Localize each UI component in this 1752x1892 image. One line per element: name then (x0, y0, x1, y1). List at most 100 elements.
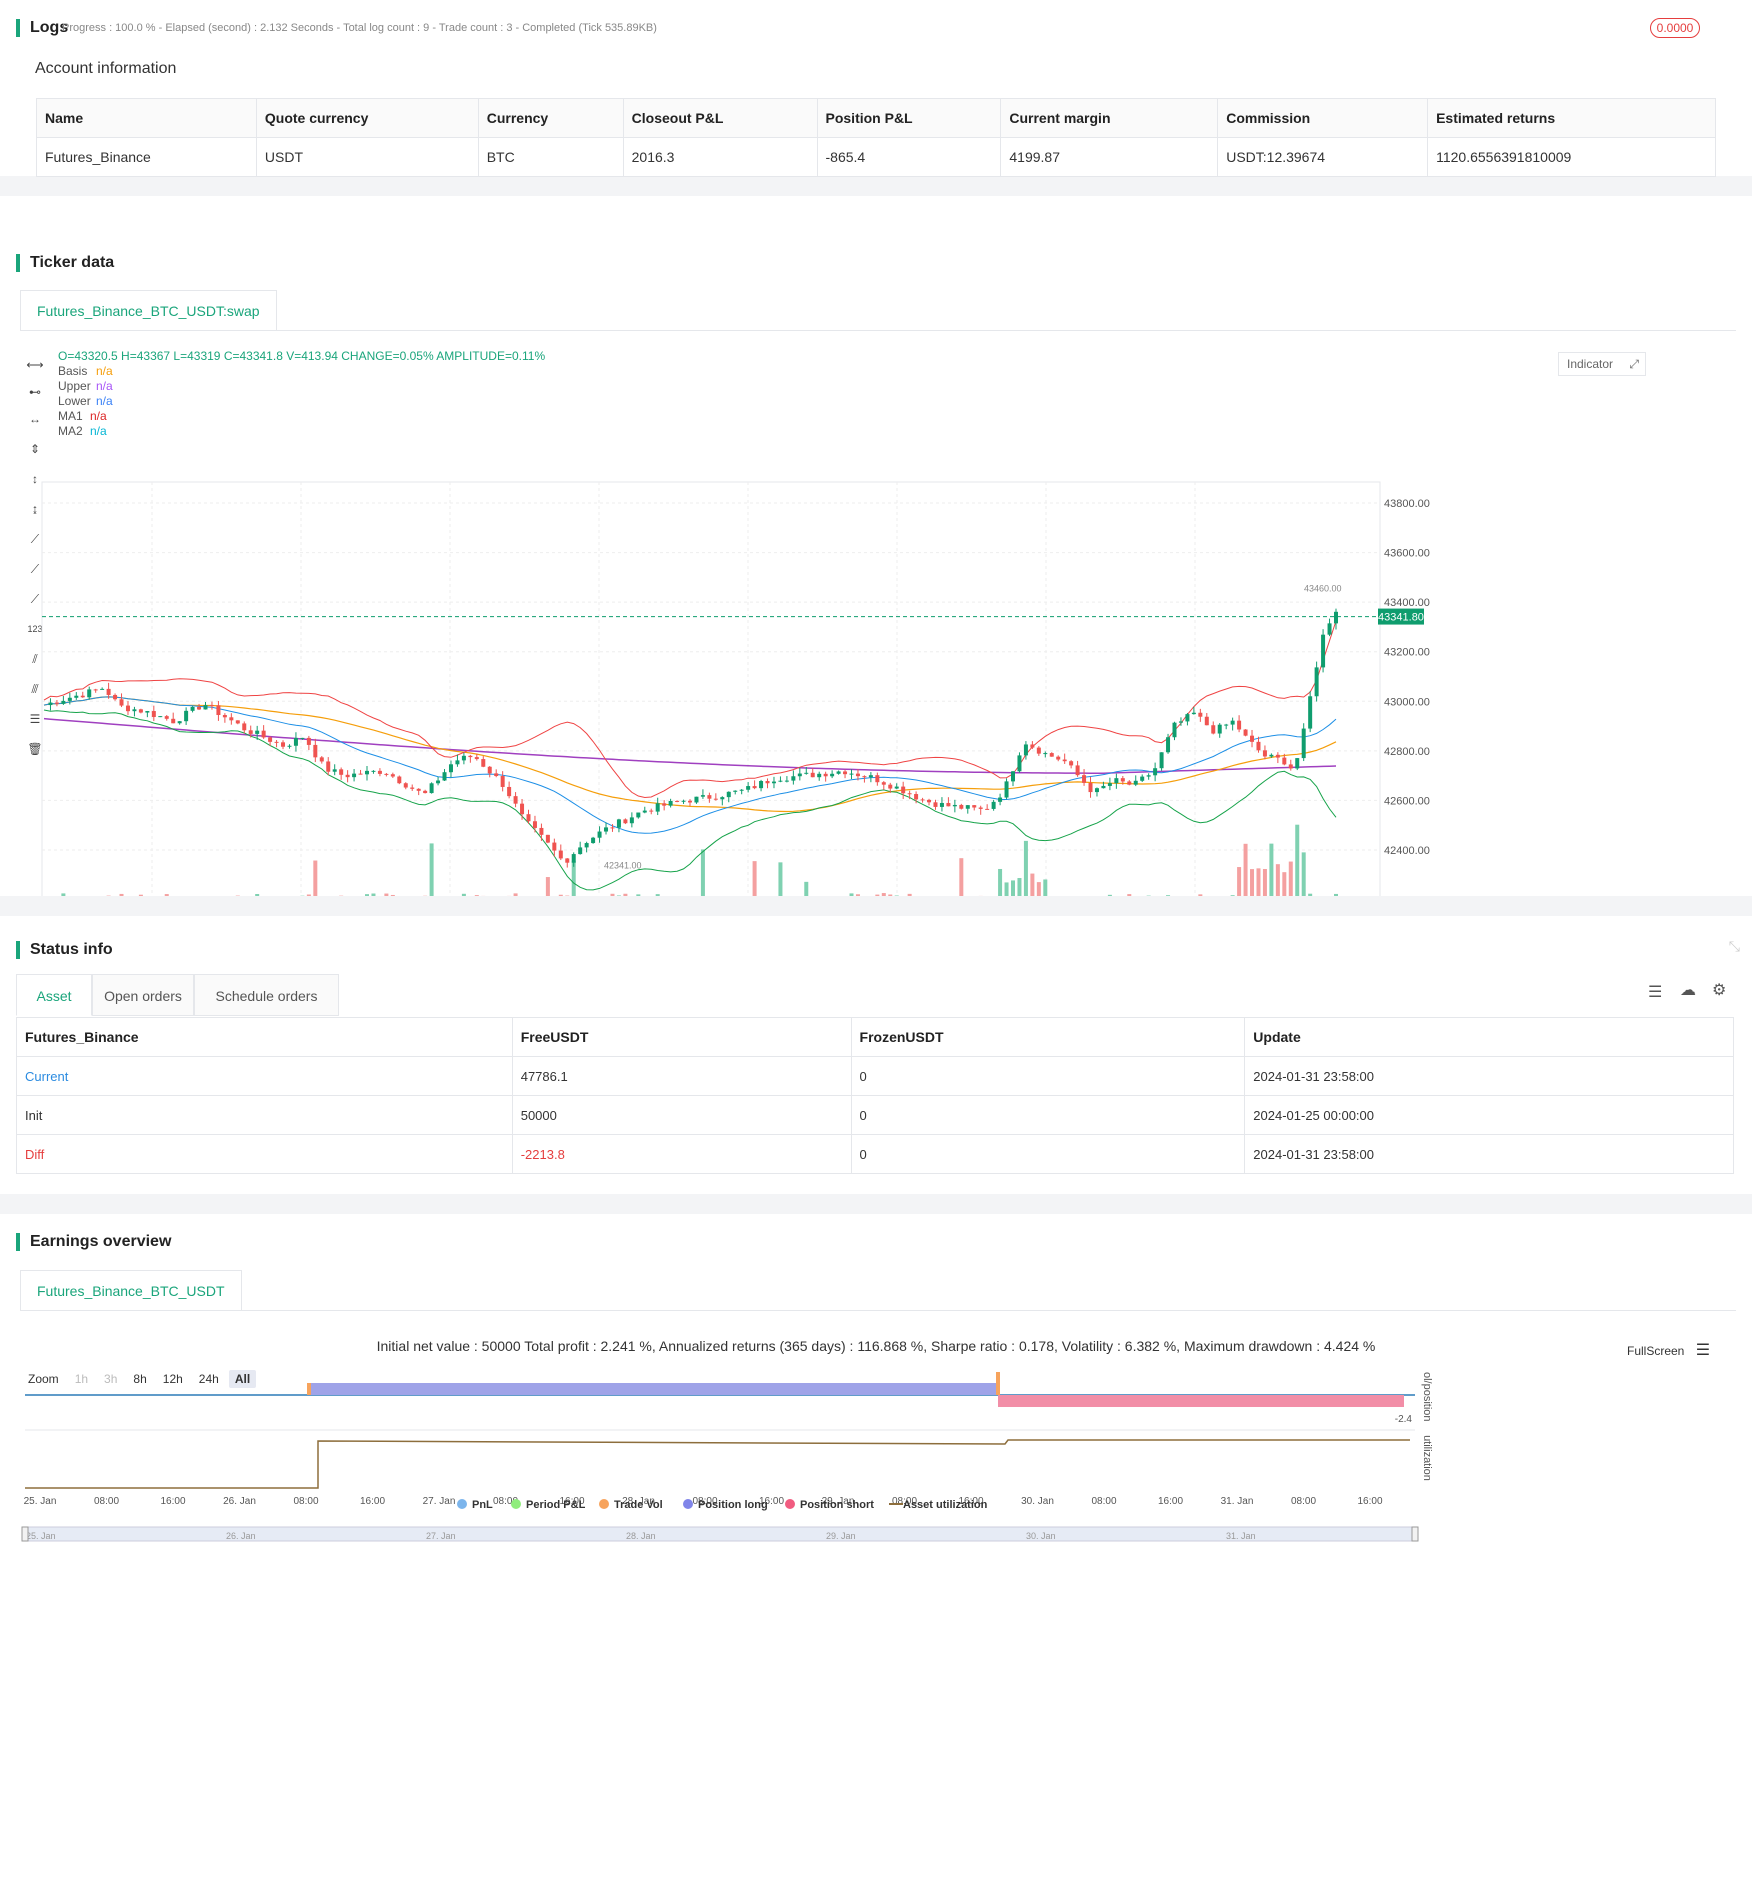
collapse-icon[interactable]: ⤡ (1728, 938, 1740, 954)
tab-open-orders[interactable]: Open orders (92, 974, 194, 1016)
navigator-tick-label: 31. Jan (1226, 1531, 1256, 1541)
candle-body (591, 837, 596, 844)
legend-value: n/a (96, 364, 113, 378)
candle-body (345, 774, 350, 778)
candle-body (54, 702, 59, 704)
channel-icon[interactable]: ⫻ (31, 682, 39, 696)
list-icon[interactable]: ☰ (1648, 984, 1663, 1001)
legend-item-lower: Lower n/a (58, 394, 113, 408)
volume-bar (164, 894, 169, 896)
candle-body (752, 786, 757, 789)
candle-body (565, 858, 570, 863)
candle-body (1133, 780, 1138, 785)
candle-body (67, 697, 72, 701)
candle-body (571, 854, 576, 863)
zoom-24h[interactable]: 24h (198, 1372, 219, 1386)
volume-bar (1107, 894, 1112, 896)
tab-ticker-symbol[interactable]: Futures_Binance_BTC_USDT:swap (20, 290, 277, 331)
vertical-segment-icon[interactable]: ↕ (32, 472, 38, 486)
candle-body (106, 688, 111, 695)
horizontal-ray-icon[interactable]: ⊷ (29, 385, 41, 399)
candle-body (746, 786, 751, 790)
zoom-3h[interactable]: 3h (104, 1372, 118, 1386)
trend-line-icon[interactable]: ⟋ (30, 532, 40, 546)
fibonacci-icon[interactable]: ☰ (29, 712, 41, 726)
table-cell[interactable]: Current (16, 1056, 513, 1096)
candle-body (1211, 725, 1216, 734)
candle-body (707, 795, 712, 799)
earnings-chart[interactable]: 25002000150010005000-500-800-2.4PnLPerio… (0, 1372, 1752, 1892)
candle-body (1321, 634, 1326, 668)
date-tick-label: 08:00 (94, 1496, 119, 1507)
candle-body (1269, 754, 1274, 757)
volume-bar (655, 894, 660, 896)
vertical-line-icon[interactable]: ⇕ (29, 442, 41, 456)
indicator-label: Indicator (1567, 357, 1614, 371)
volume-bar (1043, 879, 1048, 896)
volume-bar (429, 843, 434, 896)
indicator-button[interactable]: Indicator ⤢ (1558, 352, 1646, 376)
candle-body (177, 721, 182, 724)
horizontal-line-icon[interactable]: ⟷ (26, 358, 44, 372)
date-tick-label: 08:00 (892, 1496, 917, 1507)
column-header: Name (36, 98, 257, 138)
candle-body (164, 716, 169, 719)
settings-icon[interactable]: ⚙ (1712, 982, 1727, 999)
trash-icon[interactable]: 🗑 (27, 742, 43, 756)
zoom-12h[interactable]: 12h (162, 1372, 183, 1386)
volume-bar (390, 894, 395, 896)
price-tick-label: 43400.00 (1384, 597, 1430, 609)
zoom-label: Zoom (28, 1372, 59, 1386)
candle-body (274, 741, 279, 743)
volume-bar (894, 895, 899, 896)
table-cell: 2024-01-31 23:58:00 (1244, 1056, 1734, 1096)
expand-icon[interactable]: ⤢ (1629, 357, 1639, 371)
legend-value: n/a (90, 424, 107, 438)
zoom-1h[interactable]: 1h (74, 1372, 89, 1386)
candle-body (332, 769, 337, 772)
menu-icon[interactable]: ☰ (1695, 1342, 1711, 1359)
extended-line-icon[interactable]: ⟋ (30, 592, 40, 606)
candle-body (313, 744, 318, 758)
horizontal-segment-icon[interactable]: ↔ (29, 412, 41, 426)
vertical-ray-icon[interactable]: ↨ (32, 502, 38, 516)
candle-body (384, 773, 389, 775)
parallel-lines-icon[interactable]: ⫽ (32, 652, 38, 666)
candle-body (952, 804, 957, 807)
zoom-All[interactable]: All (228, 1370, 257, 1388)
table-cell: 47786.1 (511, 1056, 852, 1096)
candle-body (642, 810, 647, 813)
candle-body (229, 717, 234, 721)
price-label-icon[interactable]: 123 (27, 624, 43, 634)
fullscreen-label: FullScreen (1627, 1344, 1685, 1358)
candle-body (1011, 771, 1015, 782)
zoom-8h[interactable]: 8h (133, 1372, 147, 1386)
candle-body (810, 772, 815, 778)
candle-body (668, 800, 673, 806)
candle-body (1107, 783, 1112, 786)
candle-body (87, 689, 92, 698)
logs-badge[interactable]: 0.0000 (1650, 18, 1700, 38)
candle-body (862, 776, 867, 778)
volume-bar (623, 893, 628, 896)
candle-body (1198, 712, 1203, 717)
candle-body (235, 720, 240, 724)
navigator-tick-label: 25. Jan (26, 1531, 56, 1541)
tab-asset[interactable]: Asset (16, 974, 92, 1016)
legend-item-label: Trade Vol (614, 1499, 663, 1511)
candle-body (319, 757, 324, 762)
tab-earnings-symbol[interactable]: Futures_Binance_BTC_USDT (20, 1270, 242, 1311)
candlestick-chart[interactable]: 43800.00 43600.00 43400.00 43200.00 43000.00… (0, 336, 1752, 896)
tab-schedule-orders[interactable]: Schedule orders (194, 974, 339, 1016)
date-tick-label: 16:00 (1357, 1496, 1382, 1507)
candle-body (151, 711, 156, 717)
current-price-label: 43341.80 (1378, 612, 1424, 624)
cloud-download-icon[interactable]: ☁ (1680, 982, 1696, 999)
fullscreen-button[interactable]: FullScreen ☰ (1627, 1340, 1710, 1360)
ray-line-icon[interactable]: ⟋ (30, 562, 40, 576)
table-cell: 0 (850, 1134, 1246, 1174)
candle-body (649, 810, 654, 812)
candle-body (390, 774, 395, 777)
candle-body (339, 769, 344, 775)
candle-body (371, 770, 376, 772)
